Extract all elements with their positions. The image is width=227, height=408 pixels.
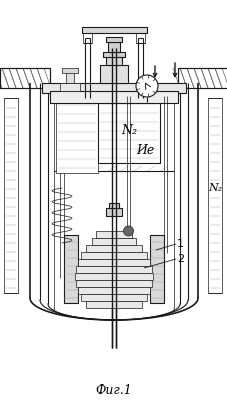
Text: Ие: Ие bbox=[135, 144, 153, 157]
Bar bbox=[42, 83, 185, 93]
Bar bbox=[96, 231, 131, 238]
Bar bbox=[149, 235, 163, 303]
Text: N₂: N₂ bbox=[121, 124, 136, 137]
Bar bbox=[100, 65, 127, 83]
Bar bbox=[82, 27, 146, 33]
Bar bbox=[75, 273, 152, 280]
Bar bbox=[103, 52, 124, 57]
Bar bbox=[78, 259, 149, 266]
Text: N₂: N₂ bbox=[207, 183, 221, 193]
Bar bbox=[106, 57, 121, 65]
Bar bbox=[66, 69, 74, 83]
Bar bbox=[76, 266, 151, 273]
Bar bbox=[106, 208, 121, 216]
Bar bbox=[92, 238, 135, 245]
Bar bbox=[76, 280, 151, 287]
Bar bbox=[108, 42, 119, 52]
Bar bbox=[109, 203, 118, 208]
Text: Фиг.1: Фиг.1 bbox=[95, 384, 132, 397]
Bar bbox=[64, 235, 78, 303]
Bar bbox=[106, 37, 121, 42]
Circle shape bbox=[135, 75, 157, 97]
Bar bbox=[62, 68, 78, 73]
Bar bbox=[56, 93, 98, 173]
Bar bbox=[86, 245, 141, 252]
Bar bbox=[81, 294, 146, 301]
Circle shape bbox=[123, 226, 133, 236]
Bar bbox=[4, 98, 18, 293]
Bar bbox=[81, 252, 146, 259]
Bar bbox=[98, 95, 159, 163]
Bar bbox=[60, 83, 80, 91]
Text: 1: 1 bbox=[176, 239, 183, 249]
Bar bbox=[207, 98, 221, 293]
Text: 2: 2 bbox=[176, 254, 183, 264]
Bar bbox=[0, 68, 50, 88]
Bar bbox=[50, 91, 177, 103]
Bar bbox=[78, 287, 149, 294]
Bar bbox=[86, 301, 141, 308]
Bar bbox=[177, 68, 227, 88]
